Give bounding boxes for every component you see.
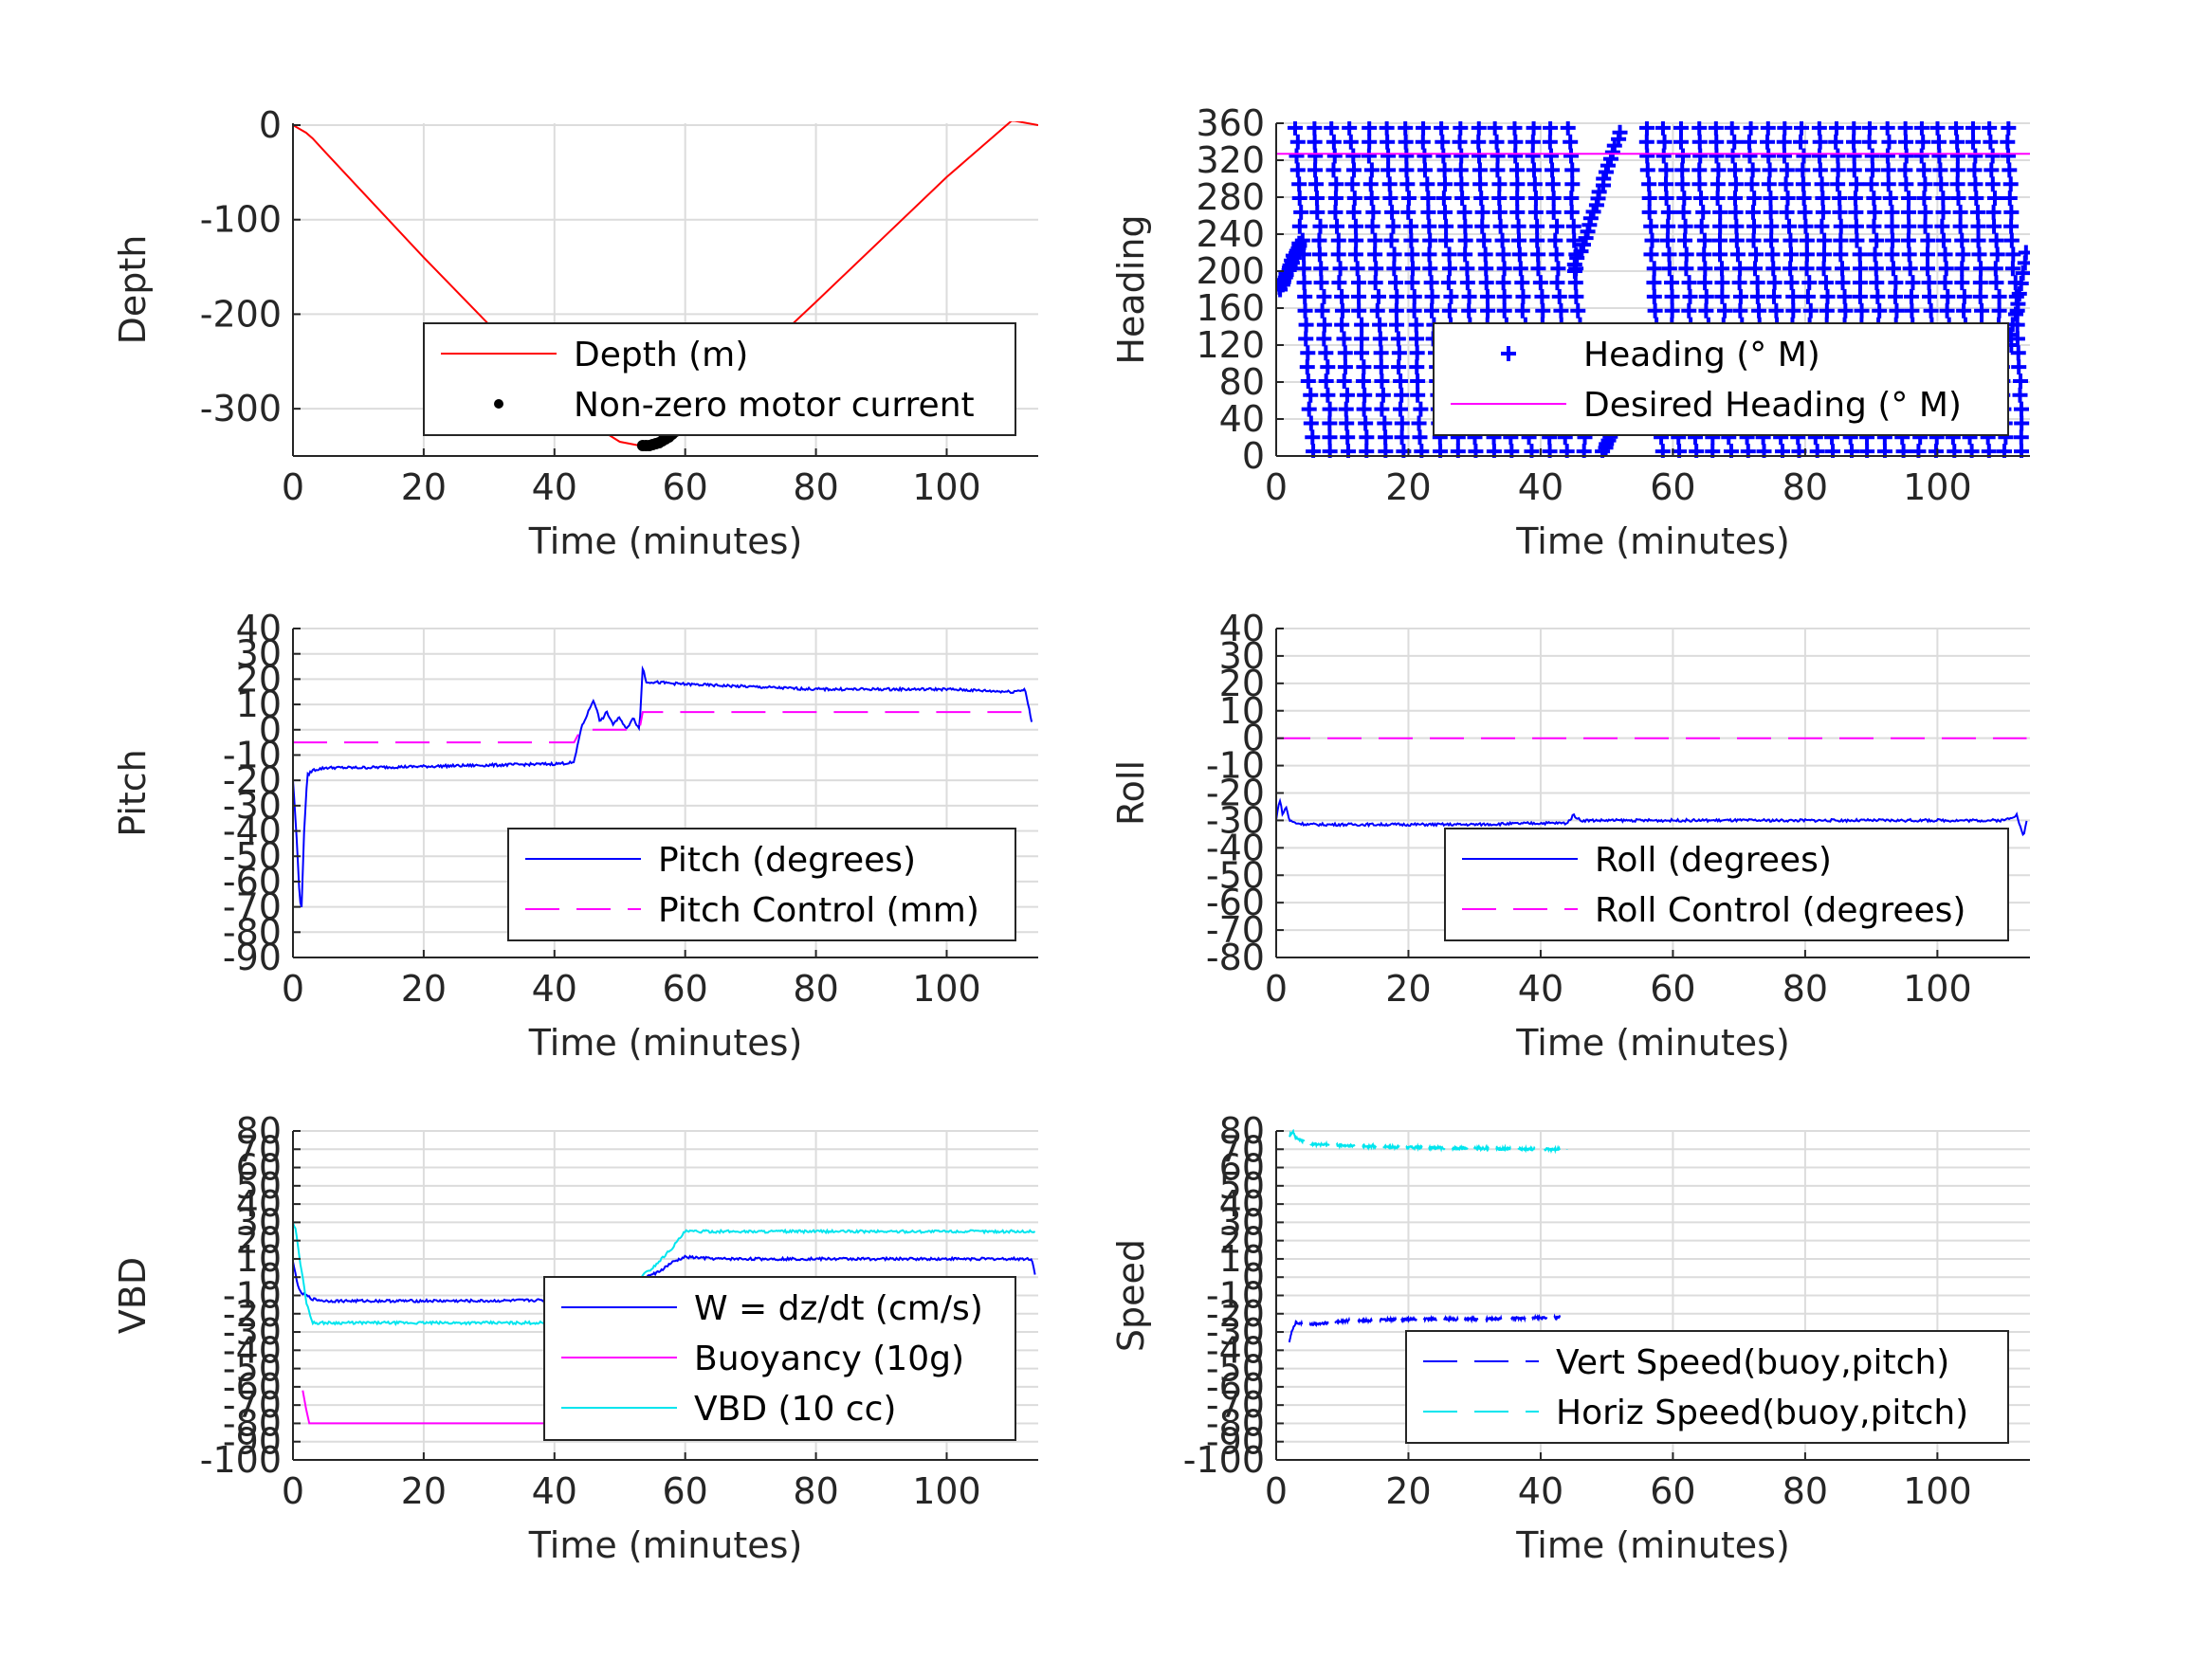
x-axis-label: Time (minutes) xyxy=(528,1524,803,1566)
y-tick-label: -80 xyxy=(1206,937,1265,978)
legend-label: W = dz/dt (cm/s) xyxy=(694,1289,983,1328)
legend: Pitch (degrees) Pitch Control (mm) xyxy=(508,829,1015,940)
x-tick-label: 80 xyxy=(1782,466,1828,508)
y-tick-label: -100 xyxy=(200,1439,282,1481)
x-tick-label: 20 xyxy=(1385,1470,1431,1512)
x-tick-label: 100 xyxy=(912,466,981,508)
x-axis-label: Time (minutes) xyxy=(1515,520,1790,562)
x-tick-label: 60 xyxy=(1650,1470,1695,1512)
legend-label: VBD (10 cc) xyxy=(694,1390,896,1429)
y-tick-label: -100 xyxy=(1183,1439,1265,1481)
x-tick-label: 0 xyxy=(282,968,304,1010)
x-axis-label: Time (minutes) xyxy=(1515,1524,1790,1566)
y-axis-label: Heading xyxy=(1110,214,1152,364)
x-axis-label: Time (minutes) xyxy=(1515,1022,1790,1064)
x-tick-label: 0 xyxy=(282,466,304,508)
legend: W = dz/dt (cm/s) Buoyancy (10g) VBD (10 cc… xyxy=(544,1277,1015,1440)
y-tick-label: 0 xyxy=(259,104,282,146)
x-tick-label: 60 xyxy=(1650,466,1695,508)
x-tick-label: 20 xyxy=(401,466,447,508)
x-tick-label: 40 xyxy=(1518,1470,1563,1512)
x-tick-label: 60 xyxy=(663,1470,708,1512)
x-tick-label: 100 xyxy=(912,968,981,1010)
x-tick-label: 20 xyxy=(1385,968,1431,1010)
legend-label: Pitch Control (mm) xyxy=(658,891,979,930)
x-tick-label: 60 xyxy=(663,466,708,508)
legend-label: Roll Control (degrees) xyxy=(1595,891,1965,930)
x-tick-label: 80 xyxy=(1782,968,1828,1010)
x-tick-label: 20 xyxy=(1385,466,1431,508)
y-axis-label: Pitch xyxy=(112,749,154,837)
y-axis-label: VBD xyxy=(112,1257,154,1334)
y-axis-label: Speed xyxy=(1110,1239,1152,1352)
x-tick-label: 60 xyxy=(1650,968,1695,1010)
x-tick-label: 0 xyxy=(1265,466,1288,508)
x-tick-label: 40 xyxy=(1518,968,1563,1010)
x-tick-label: 80 xyxy=(1782,1470,1828,1512)
subplot-6: 0 20 40 60 80 10080706050403020100-10-20-30-4… xyxy=(1110,1110,2030,1566)
x-tick-label: 40 xyxy=(1518,466,1563,508)
y-tick-label: 0 xyxy=(1242,435,1265,477)
x-tick-label: 100 xyxy=(912,1470,981,1512)
legend-label: Vert Speed(buoy,pitch) xyxy=(1556,1343,1949,1382)
x-tick-label: 0 xyxy=(282,1470,304,1512)
y-tick-label: 320 xyxy=(1196,139,1265,181)
x-axis-label: Time (minutes) xyxy=(528,520,803,562)
x-axis-label: Time (minutes) xyxy=(528,1022,803,1064)
y-tick-label: -90 xyxy=(223,937,282,978)
legend-label: Depth (m) xyxy=(574,336,748,374)
y-tick-label: -100 xyxy=(200,199,282,241)
y-tick-label: 240 xyxy=(1196,213,1265,255)
y-tick-label: 200 xyxy=(1196,250,1265,292)
y-axis-label: Depth xyxy=(112,235,154,345)
legend: Heading (° M) Desired Heading (° M) xyxy=(1434,323,2008,435)
legend-label: Desired Heading (° M) xyxy=(1583,386,1962,425)
x-tick-label: 20 xyxy=(401,968,447,1010)
y-tick-label: -200 xyxy=(200,293,282,335)
y-axis-label: Roll xyxy=(1110,760,1152,826)
subplot-4: 0 20 40 60 80 100403020100-10-20-30-40-50-60-… xyxy=(1110,608,2030,1064)
x-tick-label: 0 xyxy=(1265,1470,1288,1512)
subplot-2: 0 20 40 60 80 10004080120160200240280320360Ti… xyxy=(1110,102,2034,562)
y-tick-label: 80 xyxy=(1219,361,1265,403)
x-tick-label: 40 xyxy=(532,1470,577,1512)
x-tick-label: 100 xyxy=(1903,1470,1972,1512)
x-tick-label: 80 xyxy=(793,968,838,1010)
y-tick-label: -300 xyxy=(200,388,282,429)
x-tick-label: 100 xyxy=(1903,466,1972,508)
legend: Vert Speed(buoy,pitch) Horiz Speed(buoy,p… xyxy=(1406,1331,2008,1443)
subplot-1: 0 20 40 60 80 100 0 -100 -200 -300 Time (minutes) D… xyxy=(112,104,1038,562)
x-tick-label: 80 xyxy=(793,466,838,508)
legend-label: Roll (degrees) xyxy=(1595,841,1832,880)
x-tick-label: 20 xyxy=(401,1470,447,1512)
y-tick-label: 120 xyxy=(1196,324,1265,366)
y-tick-label: 280 xyxy=(1196,176,1265,218)
x-tick-label: 100 xyxy=(1903,968,1972,1010)
legend-label: Horiz Speed(buoy,pitch) xyxy=(1556,1394,1968,1432)
legend-label: Non-zero motor current xyxy=(574,386,975,425)
x-tick-label: 40 xyxy=(532,466,577,508)
y-tick-label: 40 xyxy=(1219,398,1265,440)
legend: Depth (m) Non-zero motor current xyxy=(424,323,1015,435)
subplot-5: 0 20 40 60 80 10080706050403020100-10-20-30-4… xyxy=(112,1110,1038,1566)
x-tick-label: 40 xyxy=(532,968,577,1010)
legend-label: Pitch (degrees) xyxy=(658,841,916,880)
x-tick-label: 60 xyxy=(663,968,708,1010)
subplot-3: 0 20 40 60 80 100403020100-10-20-30-40-50-60-… xyxy=(112,608,1038,1064)
legend-label: Heading (° M) xyxy=(1583,336,1820,374)
legend: Roll (degrees) Roll Control (degrees) xyxy=(1445,829,2008,940)
x-tick-label: 0 xyxy=(1265,968,1288,1010)
figure: 0 20 40 60 80 1000-100-200-300Time (minutes)D… xyxy=(0,0,2212,1659)
x-tick-label: 80 xyxy=(793,1470,838,1512)
legend-label: Buoyancy (10g) xyxy=(694,1340,964,1378)
legend-swatch xyxy=(494,399,503,409)
y-tick-label: 160 xyxy=(1196,287,1265,329)
y-tick-label: 360 xyxy=(1196,102,1265,144)
